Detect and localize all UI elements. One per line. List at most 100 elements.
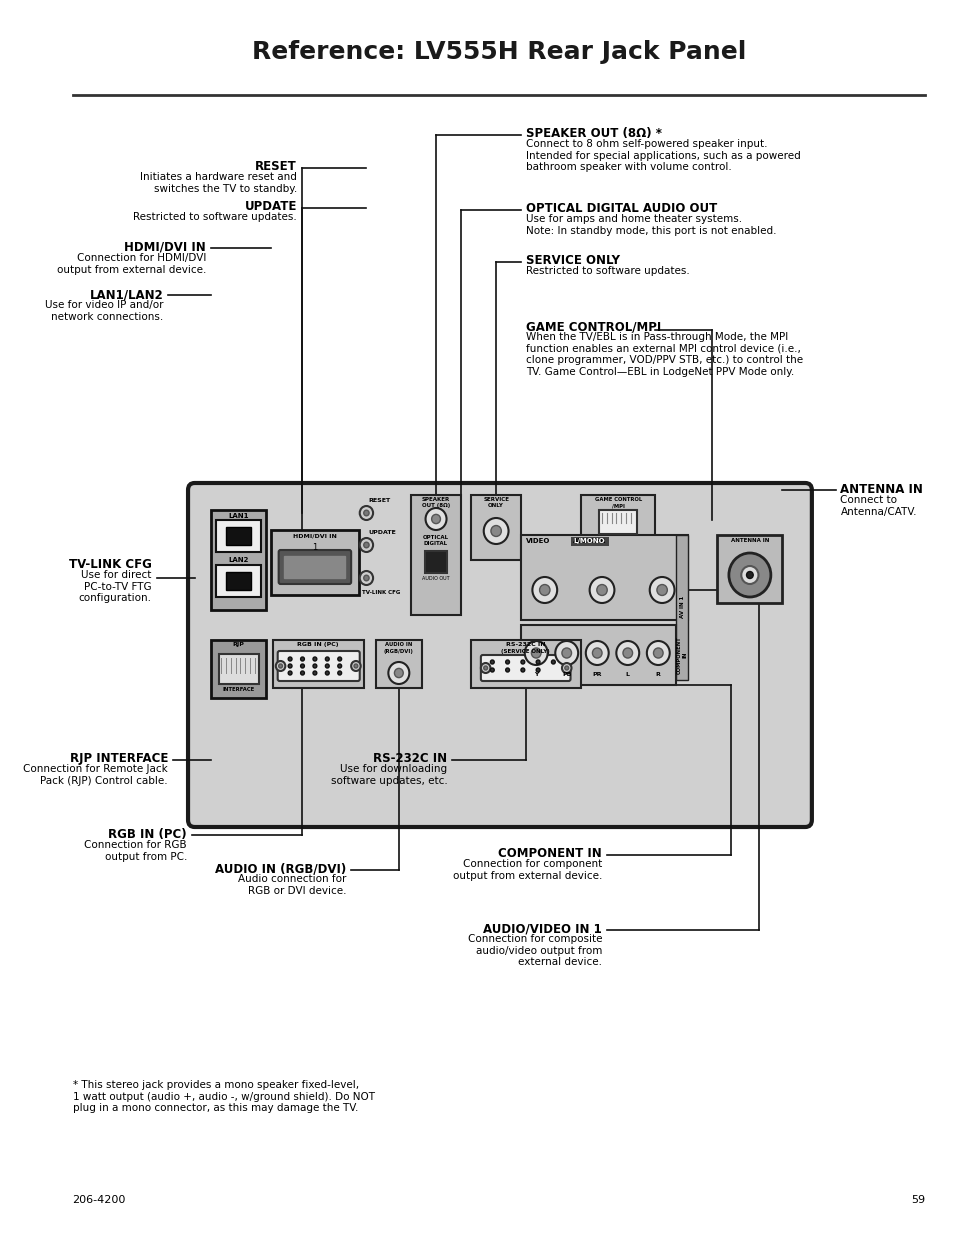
Text: GAME CONTROL/MPI: GAME CONTROL/MPI [525,320,660,333]
Text: ONLY: ONLY [488,503,503,508]
Circle shape [359,506,373,520]
Text: L: L [625,672,629,677]
Circle shape [616,641,639,664]
Text: OPTICAL: OPTICAL [422,535,449,540]
Text: RESET: RESET [254,161,296,173]
FancyBboxPatch shape [480,655,570,680]
Circle shape [278,664,282,668]
Circle shape [363,542,369,548]
Text: Use for downloading
software updates, etc.: Use for downloading software updates, et… [331,764,447,785]
Circle shape [425,508,446,530]
Text: 59: 59 [910,1195,924,1205]
Circle shape [561,663,571,673]
Circle shape [520,668,524,672]
Text: Connect to 8 ohm self-powered speaker input.
Intended for special applications, : Connect to 8 ohm self-powered speaker in… [525,140,800,172]
Circle shape [388,662,409,684]
Text: RJP INTERFACE: RJP INTERFACE [70,752,168,764]
Text: Use for amps and home theater systems.
Note: In standby mode, this port is not e: Use for amps and home theater systems. N… [525,214,776,236]
Circle shape [394,668,403,678]
Bar [424,551,447,573]
Text: SPEAKER: SPEAKER [421,496,450,501]
Circle shape [505,668,509,672]
Text: AUDIO-R: AUDIO-R [573,538,606,543]
Circle shape [653,648,662,658]
Text: (RGB/DVI): (RGB/DVI) [383,650,414,655]
Circle shape [313,657,316,661]
Circle shape [564,666,568,671]
Circle shape [740,566,758,584]
Text: LAN1/LAN2: LAN1/LAN2 [90,288,163,301]
Circle shape [483,666,487,671]
FancyBboxPatch shape [188,483,811,827]
Circle shape [531,648,540,658]
Bar [676,535,687,680]
Circle shape [649,577,674,603]
Text: ANTENNA IN: ANTENNA IN [730,538,768,543]
FancyBboxPatch shape [277,651,359,680]
Text: Connection for RGB
output from PC.: Connection for RGB output from PC. [85,840,187,862]
Text: Restricted to software updates.: Restricted to software updates. [132,212,296,222]
Circle shape [585,641,608,664]
Text: OUT (8Ω): OUT (8Ω) [421,503,450,508]
Text: LAN2: LAN2 [228,557,249,563]
Text: AV IN 1: AV IN 1 [679,595,684,619]
Text: COMPONENT
IN: COMPONENT IN [676,636,687,674]
Text: SPEAKER OUT (8Ω) *: SPEAKER OUT (8Ω) * [525,127,661,140]
Text: RJP: RJP [233,642,244,647]
Text: PB: PB [561,672,571,677]
Circle shape [622,648,632,658]
Text: When the TV/EBL is in Pass-through Mode, the MPI
function enables an external MP: When the TV/EBL is in Pass-through Mode,… [525,332,802,377]
Circle shape [300,671,304,676]
Text: RS-232C IN: RS-232C IN [373,752,447,764]
Circle shape [746,572,753,578]
Text: AUDIO/VIDEO IN 1: AUDIO/VIDEO IN 1 [483,923,601,935]
Circle shape [536,659,539,664]
Circle shape [483,517,508,543]
Text: DIGITAL: DIGITAL [423,541,448,546]
Text: 1: 1 [312,543,317,552]
Circle shape [539,584,550,595]
Circle shape [646,641,669,664]
Bar [520,535,687,620]
Text: Connect to
Antenna/CATV.: Connect to Antenna/CATV. [840,495,916,516]
Text: L/MONO: L/MONO [573,538,605,543]
Bar [411,495,460,615]
Circle shape [490,668,494,672]
Circle shape [589,577,614,603]
Circle shape [555,641,578,664]
Circle shape [520,659,524,664]
Bar [471,640,580,688]
Circle shape [561,648,571,658]
Circle shape [300,664,304,668]
FancyBboxPatch shape [278,550,351,584]
Circle shape [536,668,539,672]
Circle shape [728,553,770,597]
Circle shape [524,641,547,664]
Bar [271,530,358,595]
Circle shape [480,663,490,673]
Bar [580,495,655,540]
Text: Reference: LV555H Rear Jack Panel: Reference: LV555H Rear Jack Panel [252,40,745,64]
Text: Connection for composite
audio/video output from
external device.: Connection for composite audio/video out… [467,934,601,967]
Text: GAME CONTROL: GAME CONTROL [594,496,641,501]
Bar [520,625,676,685]
Bar [226,527,251,545]
Circle shape [337,664,341,668]
Circle shape [592,648,601,658]
Text: UPDATE: UPDATE [244,200,296,212]
Bar [570,537,608,546]
Text: TV-LINK CFG: TV-LINK CFG [361,590,399,595]
Text: RS-232C IN: RS-232C IN [505,642,545,647]
Text: * This stereo jack provides a mono speaker fixed-level,
1 watt output (audio +, : * This stereo jack provides a mono speak… [72,1079,375,1113]
Circle shape [325,657,329,661]
Text: PR: PR [592,672,601,677]
Circle shape [288,671,292,676]
Text: 206-4200: 206-4200 [72,1195,126,1205]
Circle shape [491,526,501,536]
Text: R: R [655,672,660,677]
Circle shape [551,659,555,664]
Text: COMPONENT IN: COMPONENT IN [497,847,601,860]
Circle shape [490,659,494,664]
Circle shape [351,661,360,671]
Bar [215,520,261,552]
